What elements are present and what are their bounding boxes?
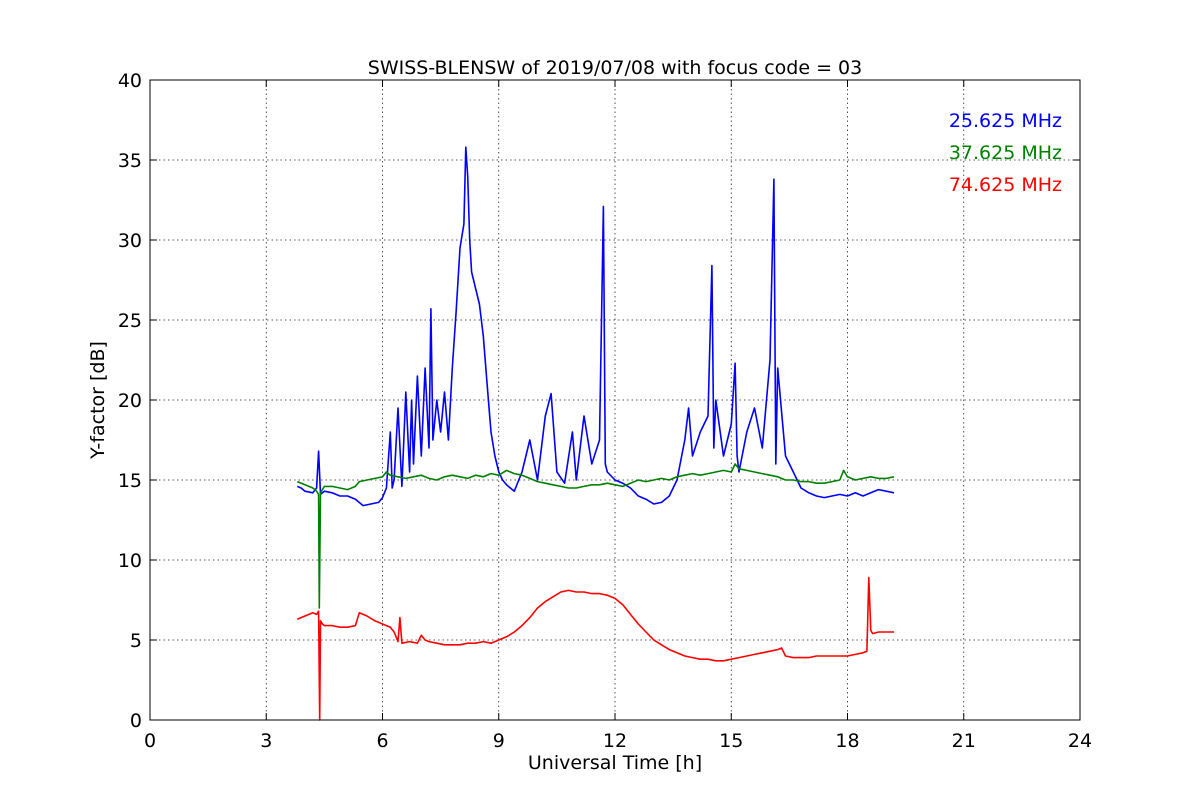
y-tick-label: 20: [118, 390, 142, 412]
y-tick-label: 0: [130, 710, 142, 732]
y-tick-label: 5: [130, 630, 142, 652]
ticks: [149, 79, 1081, 721]
y-tick-label: 10: [118, 550, 142, 572]
series-line-2: [296, 463, 895, 609]
x-tick-label: 6: [376, 730, 388, 752]
y-axis-label: Y-factor [dB]: [87, 341, 109, 460]
y-tick-label: 25: [118, 310, 142, 332]
grid: [150, 80, 1080, 720]
x-tick-label: 9: [493, 730, 505, 752]
y-tick-label: 15: [118, 470, 142, 492]
chart-title: SWISS-BLENSW of 2019/07/08 with focus co…: [368, 57, 862, 79]
x-tick-label: 21: [952, 730, 976, 752]
y-tick-label: 30: [118, 230, 142, 252]
x-tick-label: 3: [260, 730, 272, 752]
series-line-1: [296, 146, 895, 507]
x-tick-label: 12: [603, 730, 627, 752]
x-tick-label: 24: [1068, 730, 1092, 752]
legend-label-1: 25.625 MHz: [949, 110, 1062, 132]
x-tick-label: 0: [144, 730, 156, 752]
series-layer: [296, 146, 895, 721]
series-line-3: [296, 576, 894, 721]
tick-labels: 0 3 6 9 12 15 18 21 24 0 5 10 15 20 25 30 35 40: [118, 70, 1092, 752]
legend-label-3: 74.625 MHz: [949, 174, 1062, 196]
y-tick-label: 40: [118, 70, 142, 92]
x-tick-label: 18: [835, 730, 859, 752]
legend-label-2: 37.625 MHz: [949, 142, 1062, 164]
x-axis-label: Universal Time [h]: [528, 752, 702, 774]
x-tick-label: 15: [719, 730, 743, 752]
legend: 25.625 MHz 37.625 MHz 74.625 MHz: [949, 110, 1062, 196]
y-tick-label: 35: [118, 150, 142, 172]
